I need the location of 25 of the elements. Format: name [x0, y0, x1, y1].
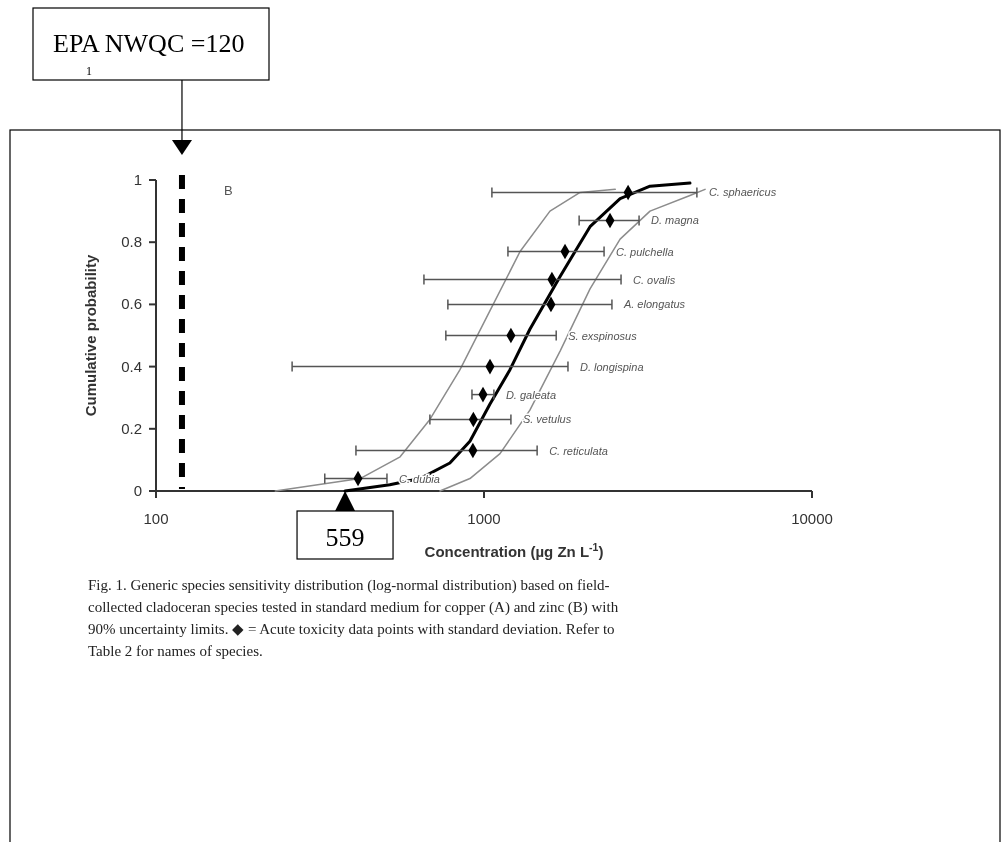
annotation: D. magna [651, 214, 699, 227]
annotation: D. longispina [579, 360, 644, 373]
annotation: C. reticulata [549, 444, 608, 457]
text: 559 [325, 523, 365, 552]
caption: Fig. 1. Generic species sensitivity distribution (log-normal distribution) based on field-collected cladoceran species tested in standard medium for copper (A) and zinc (B) with 90% uncertainty limits. ◆ = Acute toxicity data points with standard deviation. Refer to Table 2 for names of species. [88, 576, 620, 661]
x-tick-label: 100 [143, 510, 169, 527]
annotation: A. elongatus [622, 298, 686, 311]
y-axis-title: Cumulative probability [82, 254, 99, 417]
y-tick-label: 0.2 [121, 419, 142, 437]
y-tick-label: 0 [133, 482, 142, 499]
annotation: S. exspinosus [568, 329, 638, 342]
annotation: B [224, 183, 233, 198]
ref-line-label: EPA NWQC =120 [53, 29, 245, 58]
annotation: C. ovalis [633, 273, 676, 286]
y-tick-label: 1 [133, 171, 142, 188]
y-tick-label: 0.4 [121, 357, 142, 375]
y-tick-label: 0.8 [121, 233, 142, 251]
x-axis-title: Concentration (µg Zn L$^{-1}$) [424, 541, 604, 560]
text: 1 [86, 64, 92, 78]
x-tick-label: 10000 [791, 510, 833, 527]
x-tick-label: 1000 [467, 510, 501, 527]
annotation: C. sphaericus [708, 186, 777, 199]
y-tick-label: 0.6 [121, 295, 142, 313]
annotation: C. pulchella [616, 245, 674, 258]
annotation: S. vetulus [522, 413, 572, 426]
